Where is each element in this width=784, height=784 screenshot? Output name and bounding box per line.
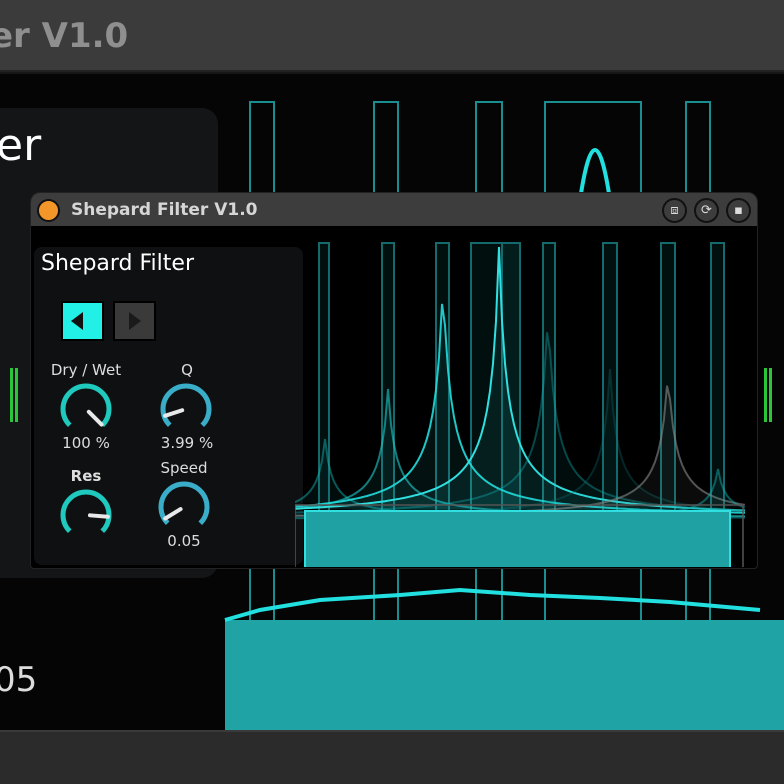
dry-wet-knob[interactable]	[58, 381, 114, 437]
knob-pointer	[163, 408, 185, 418]
res-label: Res	[70, 467, 102, 485]
background-title: er V1.0	[0, 16, 129, 56]
background-value: 05	[0, 660, 38, 700]
direction-left-button[interactable]	[61, 301, 104, 341]
band-outline	[542, 242, 556, 567]
filter-visualizer	[295, 242, 746, 567]
device-title-bar[interactable]: Shepard Filter V1.0 ⧈ ⟳ ▪	[31, 193, 757, 226]
knob-pointer	[86, 409, 104, 427]
knob-arc	[60, 489, 112, 534]
dry-wet-value: 100 %	[62, 434, 110, 452]
shepard-filter-device: Shepard Filter V1.0 ⧈ ⟳ ▪ Shepard Filter…	[30, 192, 758, 569]
control-panel: Shepard Filter Dry / Wet 100 % Q 3.99 % …	[34, 247, 303, 565]
speed-knob[interactable]	[156, 479, 212, 535]
bg-base	[225, 620, 784, 730]
arrow-left-icon	[71, 312, 83, 330]
right-level-meter	[764, 340, 774, 422]
device-activator-button[interactable]	[37, 199, 60, 222]
freeze-icon[interactable]: ⧈	[662, 198, 687, 223]
spectrum-base-shadow	[295, 504, 744, 567]
knob-pointer	[87, 513, 110, 519]
knob-arc	[60, 383, 112, 428]
res-knob[interactable]	[58, 487, 114, 543]
bg-peak	[578, 148, 612, 201]
direction-right-button[interactable]	[113, 301, 156, 341]
speed-value: 0.05	[167, 532, 201, 550]
background-visualizer	[224, 101, 784, 730]
q-value: 3.99 %	[160, 434, 214, 452]
knob-arc	[160, 383, 212, 428]
dry-wet-label: Dry / Wet	[50, 361, 122, 379]
band-outline	[660, 242, 676, 567]
knob-pointer	[163, 507, 183, 521]
spectrum-base	[304, 510, 731, 567]
background-footer	[0, 730, 784, 784]
filter-peak	[295, 246, 746, 512]
q-knob[interactable]	[158, 381, 214, 437]
panel-title: Shepard Filter	[41, 251, 194, 276]
background-panel-title: er	[0, 120, 42, 171]
band-outline	[318, 242, 330, 567]
device-title: Shepard Filter V1.0	[71, 200, 258, 220]
background-title-bar: er V1.0	[0, 0, 784, 72]
bg-curve	[224, 587, 761, 622]
left-level-meter	[10, 340, 20, 422]
save-preset-icon[interactable]: ▪	[726, 198, 751, 223]
band-outline	[602, 242, 618, 567]
q-label: Q	[181, 361, 193, 379]
speed-label: Speed	[160, 459, 208, 477]
knob-arc	[158, 481, 210, 526]
arrow-right-icon	[129, 312, 141, 330]
hot-swap-icon[interactable]: ⟳	[694, 198, 719, 223]
